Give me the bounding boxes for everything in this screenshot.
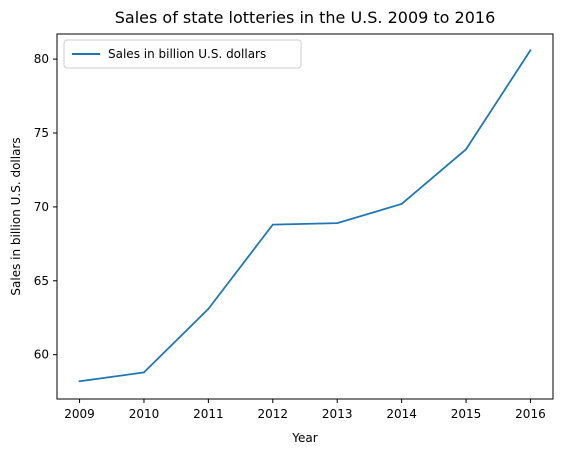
y-axis-ticks: 60 65 70 75 80 (34, 52, 57, 362)
x-axis-ticks: 2009 2010 2011 2012 2013 2014 2015 2016 (64, 399, 546, 421)
y-tick-label: 60 (34, 348, 49, 362)
x-tick-label: 2011 (193, 407, 224, 421)
y-tick-label: 80 (34, 52, 49, 66)
data-point-2016 (529, 49, 532, 52)
y-tick-label: 70 (34, 200, 49, 214)
x-tick-label: 2014 (386, 407, 417, 421)
y-tick-label: 65 (34, 274, 49, 288)
legend-label: Sales in billion U.S. dollars (108, 47, 266, 61)
data-point-2009 (78, 380, 81, 383)
series-layer (78, 49, 532, 383)
data-point-2013 (336, 222, 339, 225)
plot-area-frame (56, 33, 554, 400)
data-point-2012 (271, 223, 274, 226)
data-point-2015 (465, 148, 467, 151)
legend: Sales in billion U.S. dollars (63, 39, 302, 69)
x-tick-label: 2012 (258, 407, 289, 421)
x-tick-label: 2016 (515, 407, 546, 421)
y-tick-label: 75 (34, 126, 49, 140)
x-tick-label: 2010 (129, 407, 160, 421)
y-axis-label: Sales in billion U.S. dollars (9, 137, 23, 295)
data-point-2011 (207, 307, 210, 310)
chart-title: Sales of state lotteries in the U.S. 200… (115, 8, 496, 27)
x-tick-label: 2009 (64, 407, 95, 421)
x-tick-label: 2013 (322, 407, 353, 421)
data-point-2014 (400, 203, 403, 205)
legend-box (63, 39, 302, 69)
x-axis-label: Year (291, 431, 317, 445)
data-point-2010 (143, 371, 145, 374)
series-line (78, 49, 532, 383)
x-tick-label: 2015 (451, 407, 482, 421)
